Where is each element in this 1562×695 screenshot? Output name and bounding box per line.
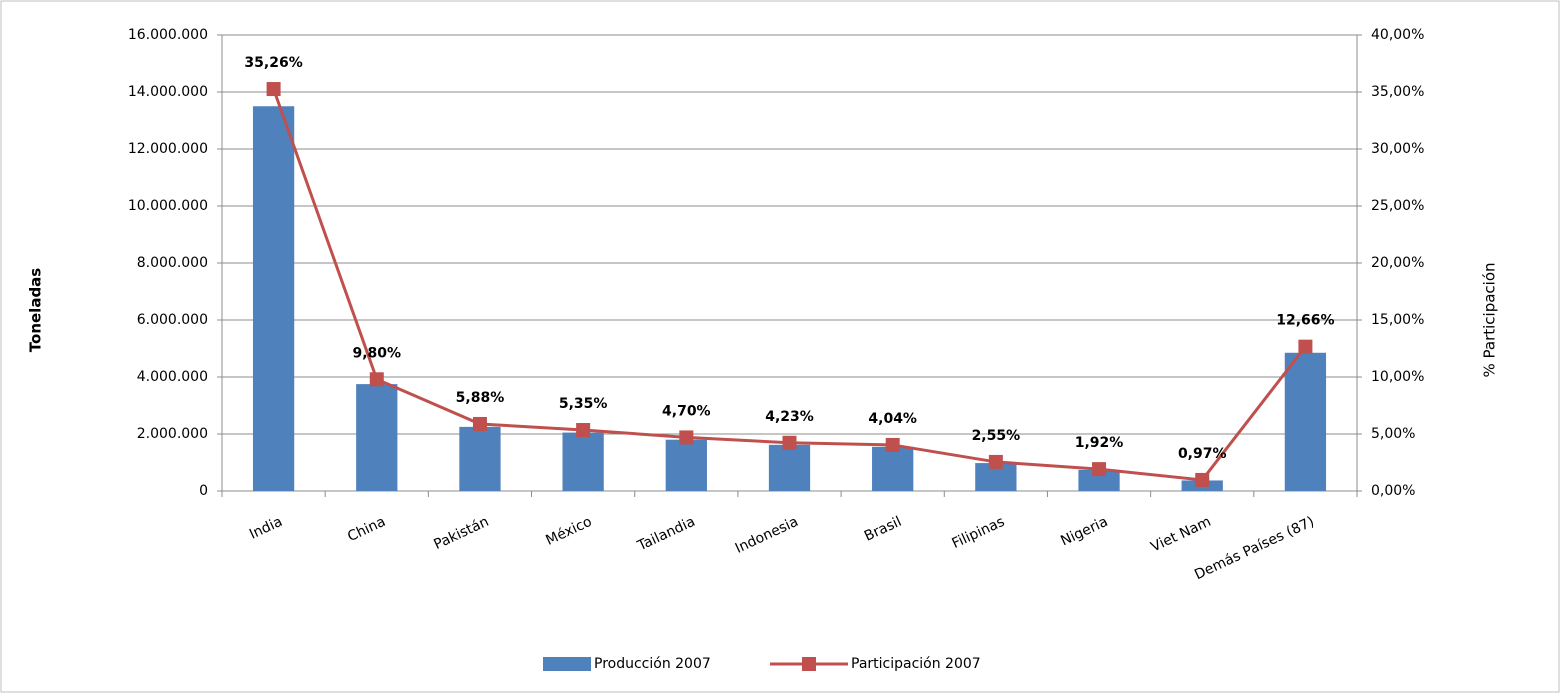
y2-tick-label: 25,00% [1371, 198, 1424, 214]
value-label: 4,70% [662, 403, 711, 419]
y-tick-label: 6.000.000 [137, 312, 208, 328]
value-label: 4,04% [868, 411, 917, 427]
bar [459, 426, 501, 491]
value-label: 9,80% [352, 345, 401, 361]
value-label: 12,66% [1276, 313, 1334, 329]
marker [1092, 462, 1107, 477]
y-axis-title: Toneladas [27, 268, 45, 353]
value-label: 5,88% [456, 390, 505, 406]
marker [472, 416, 487, 431]
bar [356, 384, 398, 491]
legend-swatch [802, 657, 816, 671]
legend-label: Participación 2007 [851, 656, 981, 672]
y2-axis-title: % Participación [1481, 262, 1499, 377]
y2-tick-label: 15,00% [1371, 312, 1424, 328]
y2-tick-label: 40,00% [1371, 27, 1424, 43]
bar [665, 439, 707, 491]
y2-tick-label: 10,00% [1371, 369, 1424, 385]
bar [1284, 352, 1327, 491]
bar [252, 106, 295, 491]
y-tick-label: 0 [199, 483, 208, 499]
marker [266, 82, 281, 97]
y2-tick-label: 0,00% [1371, 483, 1415, 499]
marker [782, 435, 797, 450]
y2-tick-label: 35,00% [1371, 84, 1424, 100]
value-label: 2,55% [972, 428, 1021, 444]
marker [988, 454, 1003, 469]
y2-tick-label: 20,00% [1371, 255, 1424, 271]
bar [768, 444, 811, 491]
y-tick-label: 8.000.000 [137, 255, 208, 271]
y-tick-label: 10.000.000 [128, 198, 208, 214]
y-tick-label: 2.000.000 [137, 426, 208, 442]
y-tick-label: 16.000.000 [128, 27, 208, 43]
value-label: 1,92% [1075, 435, 1124, 451]
marker [1298, 339, 1313, 354]
marker [576, 423, 591, 438]
bar [562, 432, 604, 491]
y-tick-label: 12.000.000 [128, 141, 208, 157]
y2-tick-label: 5,00% [1371, 426, 1415, 442]
value-label: 35,26% [244, 55, 302, 71]
bar [872, 446, 914, 491]
marker [369, 372, 384, 387]
bar [1078, 469, 1120, 491]
legend-label: Producción 2007 [594, 656, 711, 672]
marker [679, 430, 694, 445]
value-label: 0,97% [1178, 446, 1227, 462]
value-label: 5,35% [559, 396, 608, 412]
marker [885, 437, 900, 452]
marker [1195, 472, 1210, 487]
y2-tick-label: 30,00% [1371, 141, 1424, 157]
value-label: 4,23% [765, 409, 814, 425]
legend-swatch [543, 657, 591, 671]
y-tick-label: 14.000.000 [128, 84, 208, 100]
y-tick-label: 4.000.000 [137, 369, 208, 385]
